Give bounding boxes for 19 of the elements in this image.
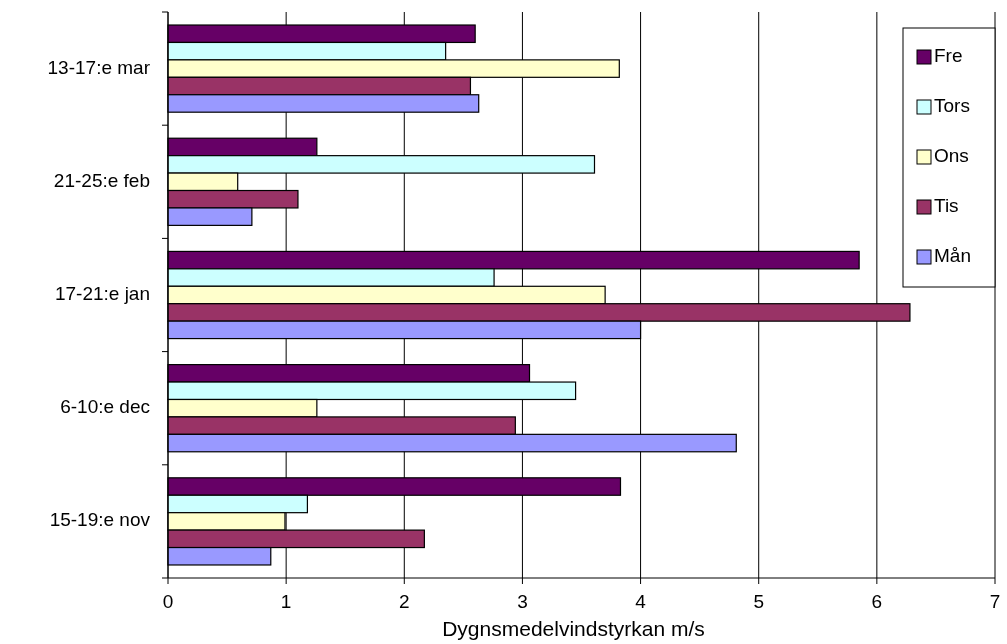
legend-label: Mån bbox=[934, 245, 971, 267]
legend-label: Tis bbox=[934, 195, 959, 217]
y-tick-label: 21-25:e feb bbox=[53, 169, 150, 191]
x-tick-label: 2 bbox=[399, 591, 410, 612]
y-tick-label: 6-10:e dec bbox=[60, 396, 150, 418]
legend-label: Tors bbox=[934, 95, 970, 117]
x-tick-label: 4 bbox=[635, 591, 647, 612]
x-tick-label: 0 bbox=[162, 591, 174, 612]
y-tick-label: 15-19:e nov bbox=[49, 509, 151, 531]
legend-label: Fre bbox=[934, 45, 963, 67]
legend-label: Ons bbox=[934, 145, 969, 167]
x-tick-label: 3 bbox=[517, 591, 528, 612]
x-tick-label: 5 bbox=[753, 591, 764, 612]
y-tick-label: 17-21:e jan bbox=[54, 283, 150, 305]
x-tick-label: 1 bbox=[280, 591, 292, 612]
x-axis-title: Dygnsmedelvindstyrkan m/s bbox=[442, 617, 705, 640]
x-tick-label: 6 bbox=[871, 591, 883, 612]
x-tick-label: 7 bbox=[989, 591, 1001, 612]
y-tick-label: 13-17:e mar bbox=[47, 56, 151, 78]
